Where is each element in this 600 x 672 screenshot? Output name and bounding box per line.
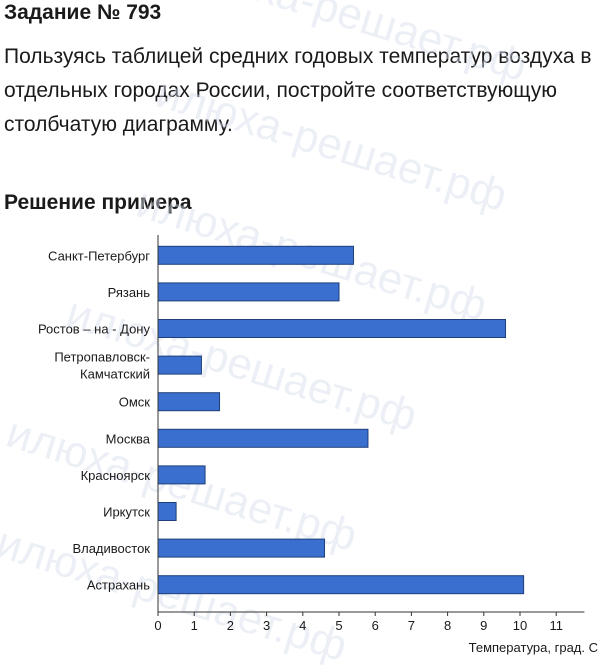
category-label-9: Астрахань <box>87 578 150 593</box>
bar-2 <box>157 319 507 338</box>
category-label-6: Красноярск <box>81 468 151 483</box>
category-label-8: Владивосток <box>72 541 150 556</box>
bar-1 <box>157 282 340 302</box>
bar-7 <box>157 502 177 521</box>
x-tick-label-6: 6 <box>372 618 379 633</box>
category-label-3: Петропавловск-Камчатский <box>54 350 150 382</box>
category-label-0: Санкт-Петербург <box>48 248 150 263</box>
x-tick-label-3: 3 <box>263 618 270 633</box>
task-text: Пользуясь таблицей средних годовых темпе… <box>4 45 592 136</box>
x-tick-label-7: 7 <box>408 618 415 633</box>
category-label-5: Москва <box>106 431 151 446</box>
x-tick-label-4: 4 <box>299 618 306 633</box>
x-tick-label-8: 8 <box>444 618 451 633</box>
bar-0 <box>157 245 354 265</box>
x-tick-label-10: 10 <box>513 618 527 633</box>
x-tick-label-1: 1 <box>191 618 198 633</box>
bar-6 <box>157 465 206 485</box>
x-tick-label-0: 0 <box>154 618 161 633</box>
bar-9 <box>157 575 525 595</box>
task-title: Задание № 793 <box>4 1 162 24</box>
bar-chart: Санкт-Петербург Рязань Ростов – на - Дону П… <box>38 235 598 655</box>
bar-8 <box>157 538 326 558</box>
x-axis-label: Температура, град. С <box>469 640 598 655</box>
x-tick-label-11: 11 <box>549 618 563 633</box>
category-label-7: Иркутск <box>103 505 150 520</box>
solution-title: Решение примера <box>4 191 192 214</box>
category-label-4: Омск <box>119 395 151 410</box>
bar-4 <box>157 392 221 412</box>
x-tick-label-9: 9 <box>480 618 487 633</box>
x-tick-label-2: 2 <box>227 618 234 633</box>
bar-5 <box>157 428 369 448</box>
category-label-1: Рязань <box>108 285 151 300</box>
category-label-2: Ростов – на - Дону <box>38 322 151 337</box>
bar-3 <box>157 355 202 375</box>
x-tick-label-5: 5 <box>335 618 342 633</box>
